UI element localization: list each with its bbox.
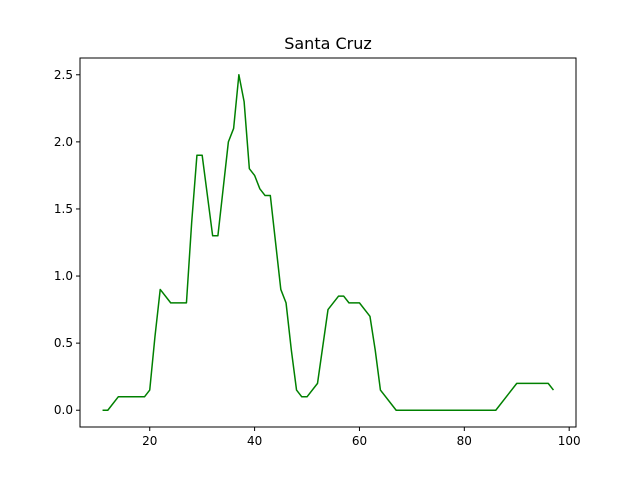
x-tick-label: 80 bbox=[457, 434, 472, 448]
x-axis: 20 40 60 80 100 bbox=[142, 427, 581, 448]
series-line bbox=[102, 74, 555, 411]
x-tick-label: 40 bbox=[247, 434, 262, 448]
chart-title: Santa Cruz bbox=[284, 34, 372, 53]
y-tick-label: 1.0 bbox=[54, 269, 73, 283]
x-tick-label: 100 bbox=[558, 434, 581, 448]
axes-frame bbox=[79, 57, 577, 428]
y-axis: 0.0 0.5 1.0 1.5 2.0 2.5 bbox=[54, 68, 80, 417]
y-tick-label: 0.5 bbox=[54, 336, 73, 350]
x-tick-label: 20 bbox=[142, 434, 157, 448]
plot-area bbox=[102, 74, 555, 411]
y-tick-label: 0.0 bbox=[54, 403, 73, 417]
y-tick-label: 1.5 bbox=[54, 202, 73, 216]
y-tick-label: 2.5 bbox=[54, 68, 73, 82]
x-tick-label: 60 bbox=[352, 434, 367, 448]
y-tick-label: 2.0 bbox=[54, 135, 73, 149]
